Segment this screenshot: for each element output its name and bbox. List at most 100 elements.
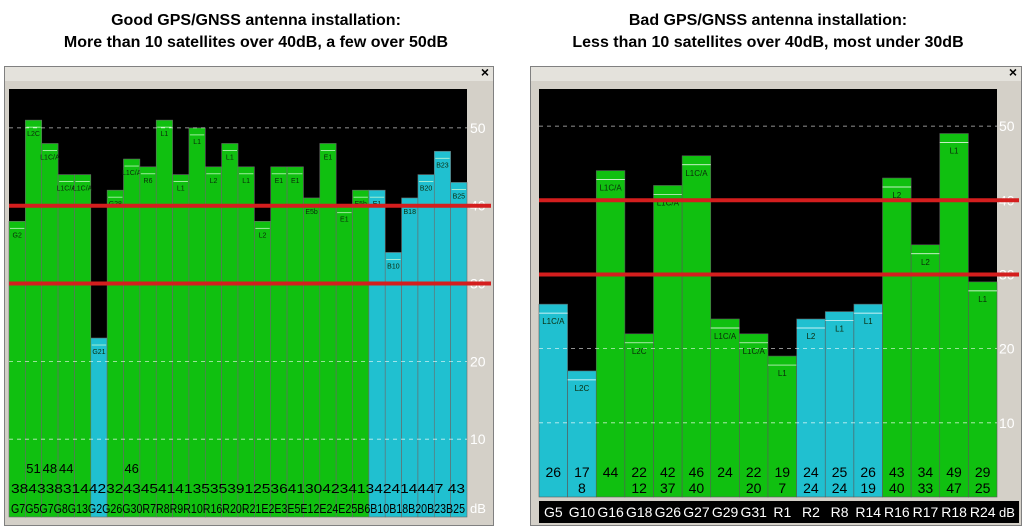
bar-R8 [824,311,855,498]
bar-value-2: 37 [660,480,676,496]
bar-signal-label: L2 [806,332,815,341]
bar-G31 [739,333,769,498]
bar-signal-label: L1C/A [122,170,142,177]
bar-signal-label: G21 [92,349,105,356]
y-tick-label: 10 [470,431,486,447]
bar-R14 [853,303,883,498]
bar-value-1: 43 [889,464,905,480]
unit-label: dB [470,501,486,516]
bar-value-1: 17 [574,464,590,480]
bar-value-1: 24 [717,464,733,480]
bar-R17 [910,244,941,498]
bar-G5 [25,119,43,518]
bar-G26 [106,189,124,518]
bad-window-titlebar: × [531,64,1021,81]
y-tick-label: 20 [999,341,1015,357]
bar-value-1: 29 [975,464,991,480]
bar-R10 [204,166,222,518]
bar-signal-label: L2 [921,258,930,267]
y-tick-label: 20 [470,353,486,369]
x-tick-label: R24 [970,504,996,520]
bottom-satellite-ids: G7G5G7G8G13G2G26G30R7R8R9R10R16R20R21E2E… [11,501,465,516]
good-caption: Good GPS/GNSS antenna installation: More… [0,10,512,54]
y-tick-label: 50 [470,120,486,136]
bar-signal-label: L1C/A [657,198,680,207]
bar-value-2: 19 [860,480,876,496]
bar-B10 [384,252,402,518]
bar-signal-label: L2C [575,384,590,393]
bar-G26 [653,185,683,498]
bar-B25 [450,182,468,518]
bar-signal-label: L2 [210,178,218,185]
x-tick-label: G29 [712,504,739,520]
bar-signal-label: L1C/A [40,154,60,161]
bar-value-1: 19 [775,464,791,480]
bar-value-2: 33 [918,480,934,496]
x-axis-strip [539,501,1019,523]
bar-value-1: 25 [832,464,848,480]
bar-signal-label: B25 [453,193,466,200]
bar-R16 [221,143,239,518]
bar-signal-label: E1 [340,217,349,224]
bar-G27 [681,155,712,498]
bar-G2 [8,220,26,518]
bar-signal-label: L2 [892,191,901,200]
bar-G18 [624,333,654,498]
x-tick-label: G16 [597,504,624,520]
x-tick-label: R1 [773,504,791,520]
bar-signal-label: B20 [420,186,433,193]
bad-caption-subtitle: Less than 10 satellites over 40dB, most … [572,34,964,51]
bar-signal-label: L1C/A [542,317,565,326]
bar-signal-label: L1 [242,178,250,185]
bar-R24 [968,281,998,498]
x-tick-label: R17 [913,504,939,520]
bar-R5 [139,166,157,518]
bar-R9 [188,127,206,518]
bad-caption-title: Bad GPS/GNSS antenna installation: [628,12,908,29]
bar-signal-label: L1 [978,295,987,304]
bar-R1 [767,355,797,498]
bad-chart-window: × L1C/A 26 G5 L2C 17 8 G10 L1C/A 44 G16 L2C 22 12 G18… [530,64,1022,526]
bar-signal-label: L1 [160,131,168,138]
bar-R8 [172,174,190,518]
good-chart-window: × G2L2CL1C/AL1C/AL1C/AG21G28L1C/AR6L1L1L… [4,64,494,526]
unit-label: dB [999,505,1015,520]
good-caption-title: Good GPS/GNSS antenna installation: [111,12,401,29]
bottom-values-row: 3843383144232434541413535391253641304234… [11,481,465,496]
bar-signal-label: R6 [144,178,153,185]
bar-signal-label: L1 [193,139,201,146]
good-chart: G2L2CL1C/AL1C/AL1C/AG21G28L1C/AR6L1L1L1L… [8,89,491,518]
bar-E12 [319,143,337,518]
x-tick-label: R2 [802,504,820,520]
x-tick-label: G10 [569,504,596,520]
bar-value-2: 40 [689,480,705,496]
close-icon[interactable]: × [1008,64,1017,80]
bar-value-2: 47 [946,480,962,496]
bar-signal-label: E1 [324,154,333,161]
bar-value-2: 12 [631,480,647,496]
x-tick-label: R18 [941,504,967,520]
bar-signal-label: L1C/A [743,347,766,356]
bar-B18 [401,197,419,518]
bar-value-2: 20 [746,480,762,496]
bar-value-1: 42 [660,464,676,480]
bar-E3 [286,166,304,518]
bar-E2 [270,166,288,518]
bar-value-2: 8 [578,480,586,496]
bar-value-2: 40 [889,480,905,496]
close-icon[interactable]: × [480,64,489,80]
bar-signal-label: L1C/A [714,332,737,341]
bar-value-2: 7 [778,480,786,496]
bar-G5 [538,303,568,498]
bar-signal-label: G2 [13,232,22,239]
x-tick-label: R16 [884,504,910,520]
bar-value-1: 46 [689,464,705,480]
x-tick-label: G26 [655,504,682,520]
bar-value-1: 26 [546,464,562,480]
bar-signal-label: B23 [436,162,449,169]
bar-value-1: 24 [803,464,819,480]
bar-signal-label: L1C/A [73,186,93,193]
bar-signal-label: L2C [27,131,40,138]
bar-top-value: 46 [124,461,138,476]
bar-top-value: 44 [59,461,73,476]
